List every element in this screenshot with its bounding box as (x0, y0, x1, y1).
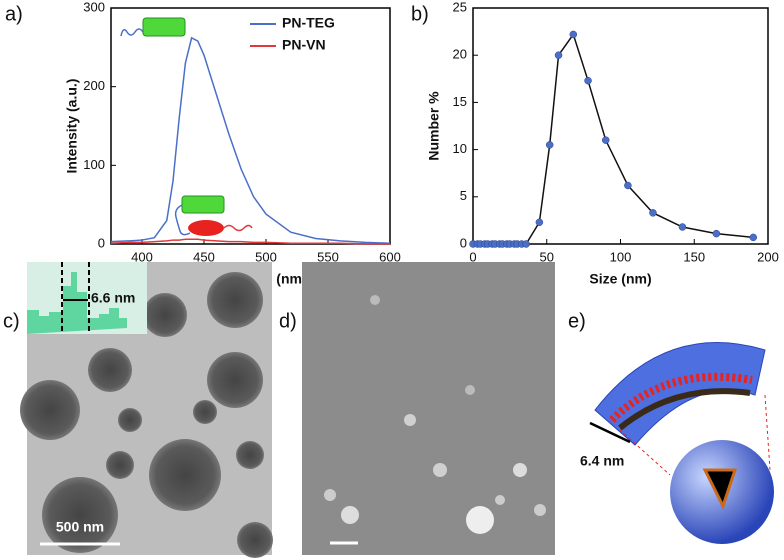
annotation: 6.6 nm (91, 290, 135, 306)
y-tick-label: 20 (453, 47, 467, 62)
y-tick-label: 5 (460, 188, 467, 203)
x-axis-label: Size (nm) (589, 271, 651, 287)
point (649, 209, 657, 217)
point (712, 229, 721, 238)
x-tick-label: 150 (683, 249, 705, 264)
point (554, 51, 563, 59)
y-tick-label: 200 (83, 78, 105, 93)
point (749, 233, 757, 242)
x-tick-label: 0 (469, 249, 476, 264)
panel-label: d) (279, 310, 297, 332)
icon (120, 17, 253, 236)
x-tick-label: 100 (610, 249, 632, 264)
y-axis-label: Number % (426, 91, 442, 161)
y-tick-label: 100 (83, 157, 105, 172)
line (110, 36, 391, 244)
x-tick-label: 50 (540, 249, 554, 264)
x-tick-label: 450 (193, 249, 215, 264)
point (584, 76, 592, 85)
legend-label: PN-VN (282, 37, 326, 53)
panel-label: b) (411, 3, 429, 25)
line (473, 32, 754, 245)
y-tick-label: 10 (453, 141, 467, 156)
y-axis-label: Intensity (a.u.) (64, 79, 80, 174)
plot-frame (110, 7, 391, 245)
point (535, 218, 544, 227)
plot-frame (472, 7, 769, 245)
x-tick-label: 400 (131, 249, 153, 264)
point (602, 136, 610, 144)
y-tick-label: 0 (460, 235, 467, 250)
panel-label: c) (3, 310, 20, 332)
point (569, 30, 578, 39)
point (624, 181, 632, 190)
point (545, 141, 554, 149)
legend-label: PN-TEG (282, 15, 335, 31)
x-tick-label: 500 (255, 249, 277, 264)
point (522, 240, 530, 248)
y-tick-label: 300 (83, 0, 105, 14)
tem-image (20, 262, 273, 558)
model-image (589, 342, 774, 544)
x-tick-label: 600 (379, 249, 401, 264)
panel-label: a) (5, 3, 23, 25)
microscopy-image (302, 262, 555, 555)
y-tick-label: 0 (98, 235, 105, 250)
scale-bar-label: 500 nm (56, 519, 104, 535)
y-tick-label: 25 (453, 0, 467, 14)
y-tick-label: 15 (453, 94, 467, 109)
x-tick-label: 200 (757, 249, 779, 264)
point (678, 223, 687, 231)
x-tick-label: 550 (317, 249, 339, 264)
annotation: 6.4 nm (580, 453, 624, 469)
panel-label: e) (568, 310, 586, 332)
line (110, 238, 390, 245)
